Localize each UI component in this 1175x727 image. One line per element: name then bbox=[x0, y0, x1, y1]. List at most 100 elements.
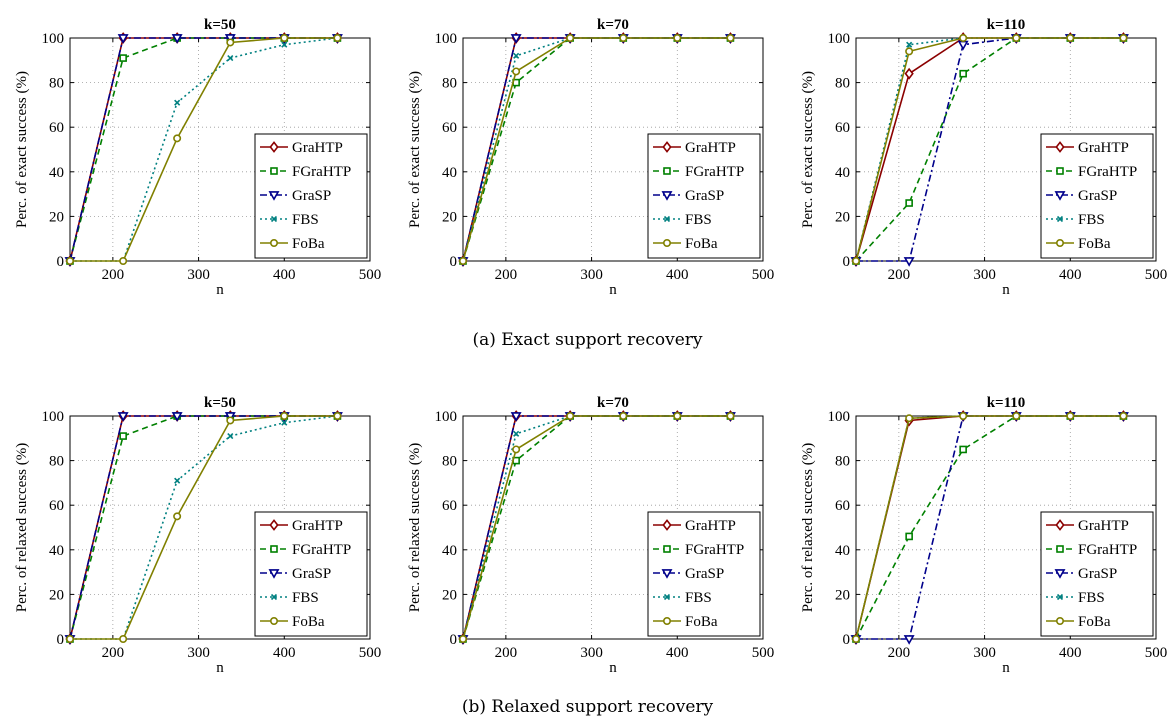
y-tick-label: 60 bbox=[442, 120, 457, 136]
data-point-fbs bbox=[281, 41, 288, 48]
legend-marker-foba bbox=[662, 616, 671, 625]
x-tick-label: 400 bbox=[273, 267, 296, 283]
y-axis-label: Perc. of relaxed success (%) bbox=[800, 443, 816, 613]
legend-label-grasp: GraSP bbox=[1078, 188, 1117, 204]
legend-marker-fbs bbox=[270, 215, 278, 223]
y-tick-label: 80 bbox=[835, 76, 850, 92]
y-axis-label: Perc. of exact success (%) bbox=[407, 71, 423, 228]
x-tick-label: 300 bbox=[580, 645, 603, 661]
legend-label-foba: FoBa bbox=[292, 236, 325, 252]
legend-marker-fgrahtp bbox=[270, 167, 278, 175]
data-point-grasp bbox=[117, 412, 129, 422]
legend-marker-fbs bbox=[1056, 215, 1064, 223]
series-line-foba bbox=[855, 37, 1124, 262]
x-axis-label: n bbox=[216, 282, 224, 298]
data-point-foba bbox=[851, 634, 860, 643]
legend-label-grasp: GraSP bbox=[685, 566, 724, 582]
y-tick-label: 80 bbox=[835, 454, 850, 470]
y-tick-label: 100 bbox=[435, 31, 458, 47]
data-point-foba bbox=[1012, 33, 1021, 42]
legend-marker-grahtp bbox=[662, 141, 672, 153]
data-point-foba bbox=[66, 256, 75, 265]
legend-label-fgrahtp: FGraHTP bbox=[1078, 542, 1137, 558]
y-tick-label: 0 bbox=[57, 632, 65, 648]
y-tick-label: 60 bbox=[49, 498, 64, 514]
legend-marker-grahtp bbox=[1055, 519, 1065, 531]
y-tick-label: 80 bbox=[442, 454, 457, 470]
x-tick-label: 500 bbox=[1145, 645, 1168, 661]
legend-marker-grasp bbox=[268, 191, 280, 201]
data-point-fgrahtp bbox=[119, 432, 127, 440]
legend: GraHTP FGraHTP GraSP FBS FoBa bbox=[647, 511, 761, 637]
y-tick-label: 80 bbox=[49, 454, 64, 470]
data-point-fbs bbox=[227, 433, 234, 440]
legend-marker-fbs bbox=[1056, 593, 1064, 601]
data-point-foba bbox=[1119, 33, 1128, 42]
chart-title: k=70 bbox=[597, 395, 629, 411]
data-point-grasp bbox=[903, 257, 915, 267]
y-axis-label: Perc. of exact success (%) bbox=[14, 71, 30, 228]
legend-label-fbs: FBS bbox=[1078, 212, 1105, 228]
data-point-foba bbox=[851, 256, 860, 265]
data-point-foba bbox=[333, 33, 342, 42]
legend-label-foba: FoBa bbox=[1078, 614, 1111, 630]
x-tick-label: 300 bbox=[973, 645, 996, 661]
x-tick-label: 300 bbox=[580, 267, 603, 283]
y-tick-label: 0 bbox=[843, 632, 851, 648]
legend-label-grahtp: GraHTP bbox=[1078, 140, 1129, 156]
y-tick-label: 0 bbox=[57, 254, 65, 270]
legend-label-grasp: GraSP bbox=[292, 566, 331, 582]
x-tick-label: 200 bbox=[102, 645, 125, 661]
data-point-fgrahtp bbox=[905, 532, 913, 541]
data-point-foba bbox=[1119, 411, 1128, 420]
x-tick-label: 400 bbox=[666, 267, 689, 283]
data-point-foba bbox=[119, 256, 128, 265]
legend-marker-grahtp bbox=[269, 519, 279, 531]
data-point-foba bbox=[726, 411, 735, 420]
y-tick-label: 40 bbox=[442, 543, 457, 559]
x-tick-label: 200 bbox=[888, 645, 911, 661]
x-tick-label: 300 bbox=[973, 267, 996, 283]
data-point-foba bbox=[1066, 411, 1075, 420]
y-axis-label: Perc. of relaxed success (%) bbox=[407, 443, 423, 613]
legend: GraHTP FGraHTP GraSP FBS FoBa bbox=[1040, 133, 1154, 259]
y-tick-label: 20 bbox=[835, 587, 850, 603]
data-point-grasp bbox=[171, 34, 183, 44]
data-point-fbs bbox=[174, 99, 181, 106]
data-point-grasp bbox=[903, 635, 915, 645]
y-tick-label: 80 bbox=[49, 76, 64, 92]
x-tick-label: 200 bbox=[102, 267, 125, 283]
series-line-fbs bbox=[70, 37, 338, 262]
data-point-foba bbox=[1066, 33, 1075, 42]
legend-label-foba: FoBa bbox=[292, 614, 325, 630]
legend-label-fgrahtp: FGraHTP bbox=[685, 164, 744, 180]
legend: GraHTP FGraHTP GraSP FBS FoBa bbox=[254, 133, 368, 259]
y-tick-label: 40 bbox=[49, 165, 64, 181]
x-tick-label: 400 bbox=[1059, 267, 1082, 283]
data-point-foba bbox=[673, 33, 682, 42]
y-tick-label: 60 bbox=[49, 120, 64, 136]
series-line-foba bbox=[462, 37, 731, 262]
x-tick-label: 500 bbox=[752, 267, 775, 283]
x-tick-label: 500 bbox=[1145, 267, 1168, 283]
chart-title: k=110 bbox=[987, 17, 1026, 33]
legend-marker-grahtp bbox=[1055, 141, 1065, 153]
data-point-foba bbox=[173, 134, 182, 143]
data-point-foba bbox=[959, 411, 968, 420]
data-point-fgrahtp bbox=[959, 69, 967, 78]
caption-exact-recovery: (a) Exact support recovery bbox=[472, 330, 703, 350]
series-line-foba bbox=[462, 415, 731, 640]
legend-marker-grasp bbox=[661, 569, 673, 579]
x-tick-label: 500 bbox=[752, 645, 775, 661]
legend-label-foba: FoBa bbox=[685, 614, 718, 630]
y-tick-label: 40 bbox=[49, 543, 64, 559]
y-axis-label: Perc. of relaxed success (%) bbox=[14, 443, 30, 613]
data-point-foba bbox=[619, 411, 628, 420]
legend-marker-foba bbox=[662, 239, 671, 248]
legend-label-fbs: FBS bbox=[1078, 590, 1105, 606]
data-point-fbs bbox=[281, 419, 288, 426]
data-point-fgrahtp bbox=[905, 199, 913, 207]
y-tick-label: 60 bbox=[835, 120, 850, 136]
legend-marker-foba bbox=[1056, 616, 1065, 625]
series-line-grasp bbox=[69, 415, 338, 640]
